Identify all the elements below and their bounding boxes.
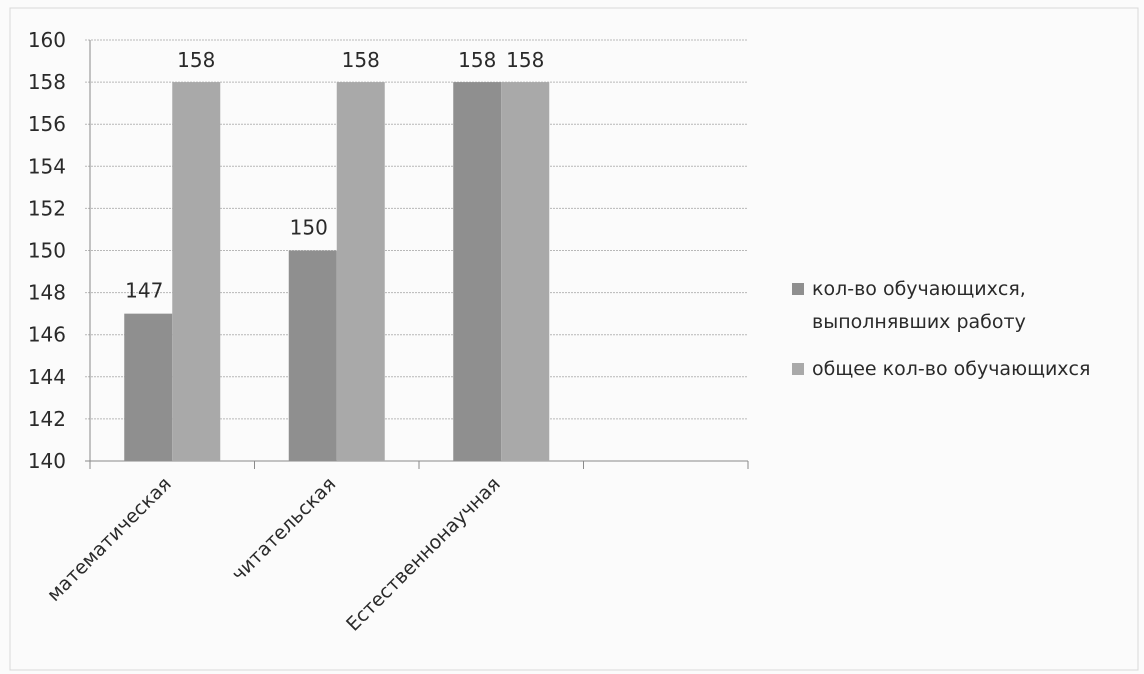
legend-label: общее кол-во обучающихся [812,358,1090,380]
data-label: 158 [506,48,544,72]
data-labels: 147 158 150 158 158 158 [125,48,544,303]
bar-series-1 [288,250,337,461]
y-tick-label: 150 [28,239,66,263]
legend-label: выполнявших работу [812,311,1026,333]
y-tick-label: 160 [28,28,66,52]
y-tick-label: 142 [28,407,66,431]
y-tick-label: 158 [28,70,66,94]
y-tick-label: 154 [28,154,66,178]
y-tick-label: 152 [28,196,66,220]
y-tick-label: 140 [28,449,66,473]
bar-series-1 [453,82,502,461]
bars [124,82,550,461]
data-label: 158 [342,48,380,72]
data-label: 158 [458,48,496,72]
y-tick-label: 148 [28,281,66,305]
bar-series-2 [172,82,221,461]
bar-series-1 [124,313,173,461]
bar-series-2 [336,82,385,461]
y-tick-label: 144 [28,365,66,389]
data-label: 147 [125,279,163,303]
legend-swatch-1 [792,283,804,295]
y-tick-label: 146 [28,323,66,347]
legend-swatch-2 [792,363,804,375]
legend: кол-во обучающихся, выполнявших работу общ… [792,278,1090,380]
legend-label: кол-во обучающихся, [812,278,1026,300]
bar-series-2 [501,82,550,461]
data-label: 158 [177,48,215,72]
y-tick-label: 156 [28,112,66,136]
data-label: 150 [290,216,328,240]
